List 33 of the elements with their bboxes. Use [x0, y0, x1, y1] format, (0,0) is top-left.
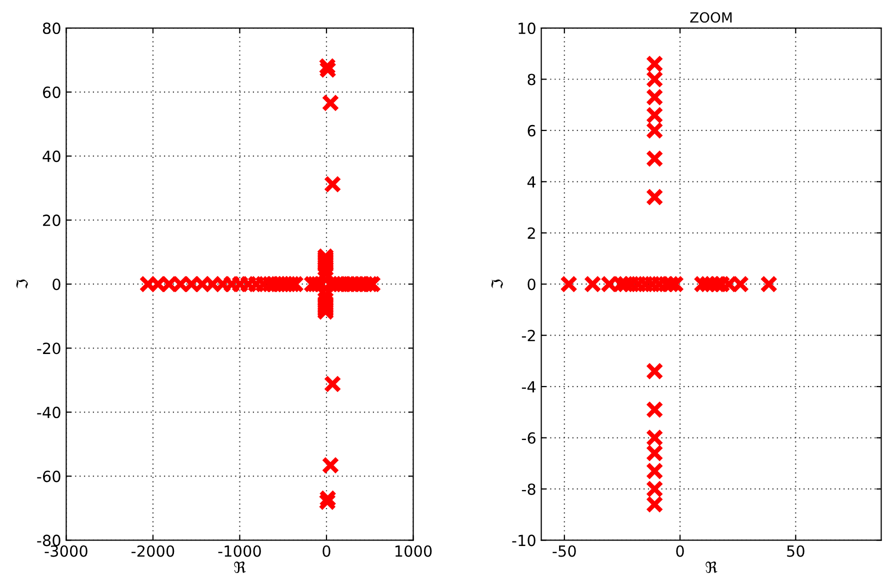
y-tick-label: 8 — [528, 74, 536, 86]
chart-title: ZOOM — [690, 12, 732, 23]
x-tick-label: -3000 — [44, 545, 88, 557]
y-tick-label: -20 — [37, 342, 60, 354]
x-tick-label: -2000 — [132, 545, 174, 557]
y-tick-label: -10 — [512, 534, 536, 546]
y-tick-label: 0 — [528, 278, 536, 290]
y-tick-label: 0 — [52, 278, 60, 290]
y-tick-label: 60 — [42, 86, 60, 98]
y-tick-label: -6 — [522, 432, 536, 444]
y-tick-label: -80 — [37, 534, 60, 546]
x-tick-label: 50 — [787, 545, 804, 557]
y-tick-label: 40 — [42, 150, 60, 162]
y-tick-label: 10 — [518, 22, 536, 34]
y-tick-label: -60 — [37, 470, 60, 482]
y-axis-title: ℑ — [16, 279, 28, 289]
y-tick-label: 4 — [527, 176, 536, 188]
y-tick-label: -8 — [522, 483, 536, 496]
y-tick-label: -40 — [37, 406, 60, 418]
x-axis-title: ℜ — [706, 562, 718, 574]
x-tick-label: 0 — [322, 545, 330, 557]
y-tick-label: 20 — [43, 214, 60, 226]
x-tick-label: -50 — [552, 545, 576, 557]
y-tick-label: 6 — [528, 124, 536, 136]
x-tick-label: 1000 — [395, 545, 432, 557]
y-tick-label: -2 — [522, 330, 535, 342]
y-axis-title: ℑ — [491, 279, 503, 289]
y-tick-label: 2 — [528, 227, 535, 239]
x-tick-label: 0 — [676, 545, 684, 557]
x-axis-title: ℜ — [234, 562, 246, 574]
y-tick-label: 80 — [42, 22, 60, 34]
x-tick-label: -1000 — [218, 545, 261, 557]
y-tick-label: -4 — [522, 381, 536, 392]
